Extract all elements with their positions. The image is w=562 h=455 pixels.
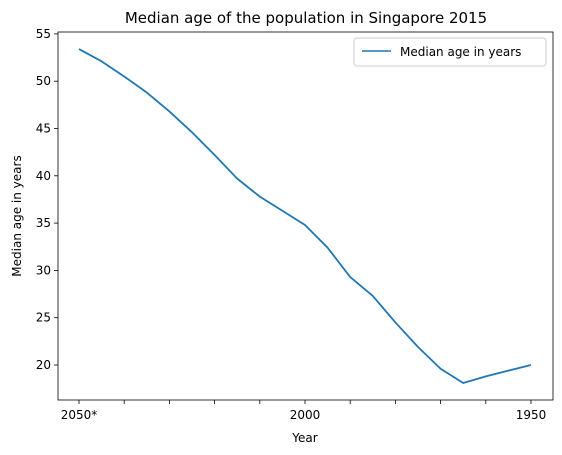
y-tick-label: 45 — [36, 121, 51, 135]
y-tick-label: 35 — [36, 216, 51, 230]
y-axis-label: Median age in years — [10, 155, 24, 276]
legend: Median age in years — [353, 37, 547, 67]
x-tick-label: 1950 — [516, 408, 547, 422]
x-tick-label: 2050* — [61, 408, 98, 422]
legend-box — [353, 37, 547, 67]
y-tick-label: 30 — [36, 263, 51, 277]
y-tick-label: 25 — [36, 311, 51, 325]
y-tick-label: 20 — [36, 358, 51, 372]
plot-area: 20 25 30 35 40 45 50 55 2050* 2000 1950 — [36, 27, 554, 422]
series-line — [78, 48, 532, 384]
chart-title: Median age of the population in Singapor… — [125, 9, 487, 27]
x-axis-label: Year — [291, 431, 317, 445]
x-tick-label: 2000 — [290, 408, 321, 422]
axes-frame — [57, 31, 554, 401]
legend-label: Median age in years — [400, 45, 521, 59]
y-tick-label: 50 — [36, 74, 51, 88]
y-tick-label: 40 — [36, 169, 51, 183]
y-tick-label: 55 — [36, 27, 51, 41]
